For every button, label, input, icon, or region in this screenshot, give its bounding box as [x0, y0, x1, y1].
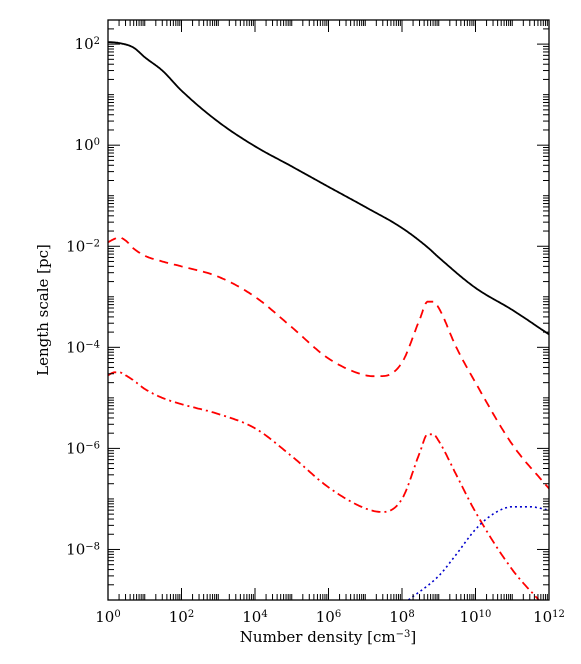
y-tick-label: 102: [75, 35, 100, 53]
x-tick-label: 102: [169, 608, 194, 626]
series-line-2: [108, 236, 549, 490]
y-tick-label: 100: [75, 136, 100, 154]
series-line-4: [407, 506, 549, 600]
x-tick-label: 106: [316, 608, 341, 626]
x-tick-label: 1012: [533, 608, 565, 626]
y-axis-title: Length scale [pc]: [34, 244, 52, 376]
x-tick-label: 104: [242, 608, 267, 626]
tick-label-group: 100 102 104 106 108 1010 1012 102 100 10−2 10−4 10−…: [66, 35, 565, 626]
x-tick-label: 100: [95, 608, 120, 626]
series-line-1: [108, 41, 549, 336]
y-tick-label: 10−4: [66, 338, 100, 356]
y-tick-label: 10−2: [66, 237, 100, 255]
x-tick-label: 1010: [460, 608, 492, 626]
x-tick-label: 108: [389, 608, 414, 626]
tick-group: [107, 19, 550, 601]
y-tick-label: 10−6: [66, 439, 100, 457]
series-group: [108, 41, 549, 600]
y-tick-label: 10−8: [66, 540, 100, 558]
series-line-3: [108, 371, 541, 600]
plot-frame: [107, 19, 550, 601]
x-axis-title: Number density [cm−3]: [240, 628, 416, 646]
